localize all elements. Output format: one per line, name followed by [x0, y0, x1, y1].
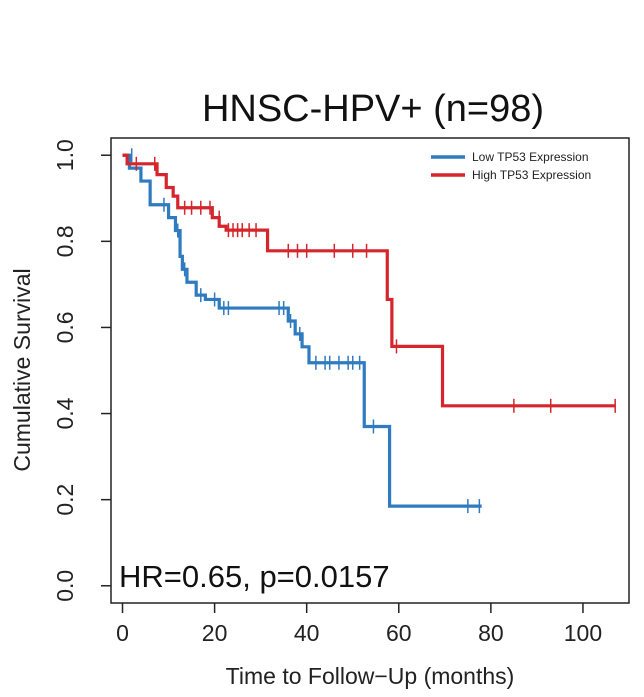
y-axis-title: Cumulative Survival [9, 268, 35, 471]
x-tick-label: 40 [294, 620, 320, 646]
x-tick-label: 100 [564, 620, 602, 646]
x-axis-title: Time to Follow−Up (months) [226, 663, 515, 689]
chart-title: HNSC-HPV+ (n=98) [202, 88, 544, 130]
x-tick-label: 80 [478, 620, 504, 646]
x-axis: 0 20 40 60 80 100 [116, 603, 602, 646]
y-tick-label: 0.0 [52, 570, 78, 602]
series-1 [122, 153, 616, 413]
y-tick-label: 0.2 [52, 484, 78, 516]
y-tick-label: 0.8 [52, 225, 78, 257]
survival-curve [122, 153, 482, 508]
x-tick-label: 0 [116, 620, 129, 646]
x-tick-label: 60 [386, 620, 412, 646]
y-axis: 0.0 0.2 0.4 0.6 0.8 1.0 [52, 139, 111, 602]
legend-label-high: High TP53 Expression [472, 168, 591, 182]
legend: Low TP53 Expression High TP53 Expression [431, 150, 591, 182]
survival-curve [122, 153, 616, 408]
x-tick-label: 20 [202, 620, 228, 646]
series-layer [122, 148, 616, 514]
hazard-ratio-annotation: HR=0.65, p=0.0157 [119, 559, 390, 594]
legend-label-low: Low TP53 Expression [472, 150, 589, 164]
series-0 [122, 148, 482, 514]
y-tick-label: 1.0 [52, 139, 78, 171]
plot-frame [110, 137, 630, 604]
y-tick-label: 0.4 [52, 397, 78, 429]
y-tick-label: 0.6 [52, 311, 78, 343]
